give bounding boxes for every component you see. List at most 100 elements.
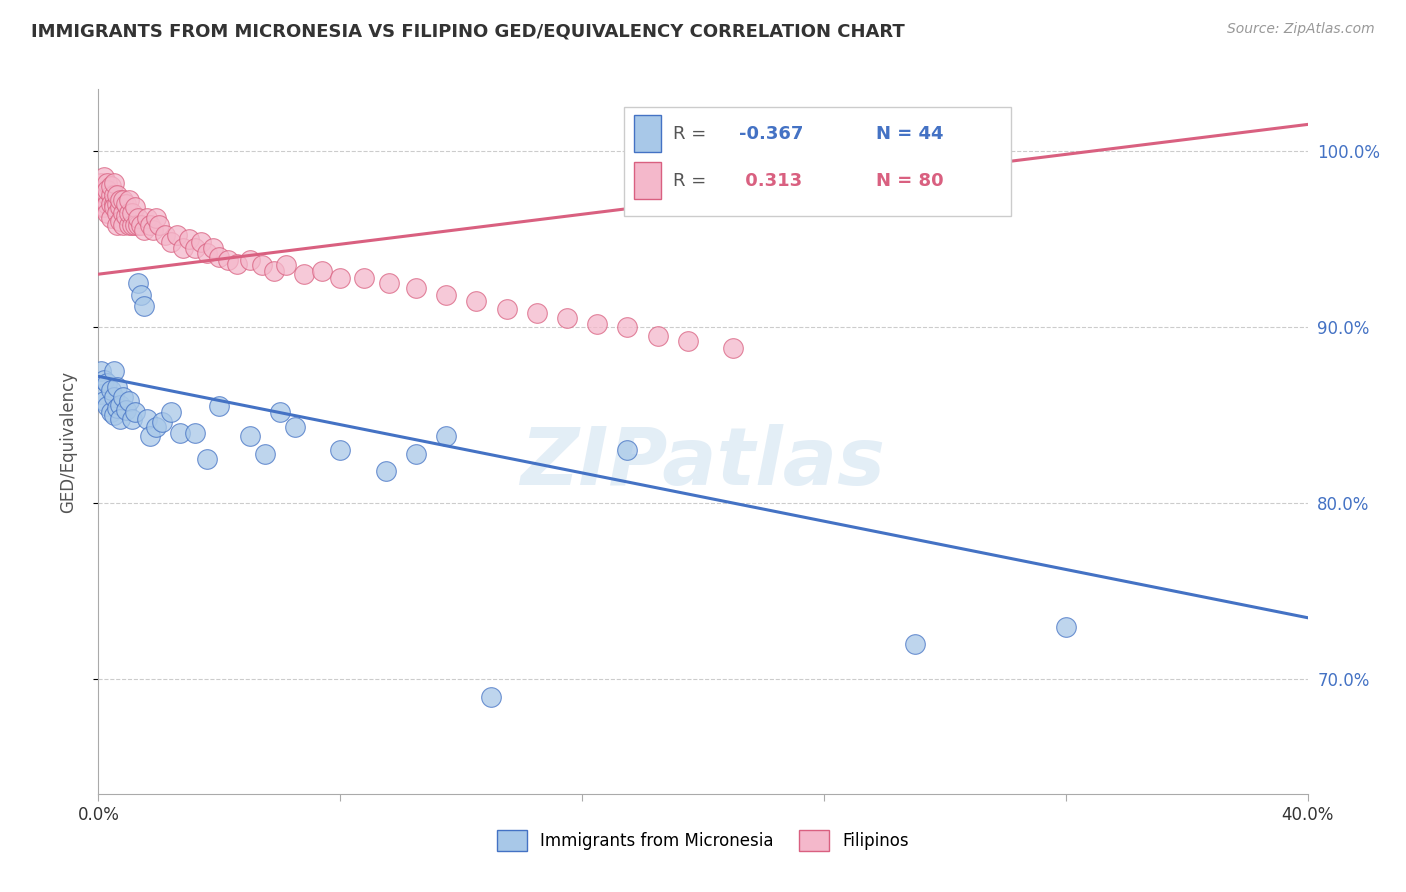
Point [190,235,212,250]
Point [217,253,239,268]
Point [284,420,307,434]
Point [93,373,115,387]
Point [616,443,638,458]
Point [160,235,183,250]
Point [127,218,149,232]
Point [90,364,112,378]
Point [150,415,173,429]
Point [153,228,176,243]
Point [96,376,118,391]
Point [129,288,152,302]
Point [90,187,112,202]
Point [114,209,136,223]
Point [96,205,118,219]
Point [103,200,125,214]
Point [434,429,457,443]
Point [208,250,231,264]
Point [124,200,146,214]
Point [103,364,125,378]
Text: R =: R = [673,172,711,190]
Point [135,411,157,425]
Point [139,429,162,443]
Point [195,452,218,467]
Text: IMMIGRANTS FROM MICRONESIA VS FILIPINO GED/EQUIVALENCY CORRELATION CHART: IMMIGRANTS FROM MICRONESIA VS FILIPINO G… [31,22,904,40]
Point [114,196,136,211]
Point [329,443,352,458]
Point [100,384,122,398]
Point [263,263,285,277]
Point [103,408,125,422]
Point [118,193,141,207]
Point [160,404,183,418]
Point [111,218,134,232]
Point [253,447,276,461]
Point [105,401,128,415]
Point [145,211,167,225]
Point [124,218,146,232]
Point [96,183,118,197]
Point [226,257,249,271]
Point [118,218,141,232]
Point [274,258,297,272]
Point [93,200,115,214]
Point [179,232,201,246]
Text: 0.313: 0.313 [740,172,803,190]
Point [100,404,122,418]
Point [111,205,134,219]
Point [195,246,218,260]
Point [108,398,131,412]
Point [129,218,152,232]
Y-axis label: GED/Equivalency: GED/Equivalency [59,370,77,513]
Text: ZIPatlas: ZIPatlas [520,424,886,501]
Point [495,302,517,317]
Point [127,276,149,290]
Point [239,429,262,443]
FancyBboxPatch shape [634,115,661,152]
Point [184,425,207,440]
Point [616,320,638,334]
Point [96,176,118,190]
Point [108,200,131,214]
Point [132,299,155,313]
Point [121,411,143,425]
Text: N = 80: N = 80 [876,172,943,190]
Point [723,341,745,355]
Point [353,270,375,285]
Point [108,411,131,425]
Point [239,253,262,268]
Point [100,187,122,202]
Point [111,391,134,405]
Point [434,288,457,302]
Point [135,211,157,225]
Point [108,214,131,228]
Point [103,196,125,211]
Point [311,263,333,277]
Point [96,196,118,211]
Point [121,205,143,219]
Point [142,223,165,237]
Point [329,270,352,285]
Point [250,258,273,272]
Point [103,176,125,190]
Point [172,241,194,255]
Point [526,306,548,320]
FancyBboxPatch shape [634,162,661,199]
Point [148,218,170,232]
Point [90,176,112,190]
Point [465,293,488,308]
Point [132,223,155,237]
Point [108,193,131,207]
Point [103,187,125,202]
FancyBboxPatch shape [624,107,1011,216]
Text: Source: ZipAtlas.com: Source: ZipAtlas.com [1227,22,1375,37]
Text: R =: R = [673,125,711,143]
Point [118,205,141,219]
Point [124,404,146,418]
Point [405,281,427,295]
Point [90,200,112,214]
Point [121,218,143,232]
Point [93,394,115,409]
Point [118,394,141,409]
Point [481,690,503,704]
Point [1054,619,1077,633]
